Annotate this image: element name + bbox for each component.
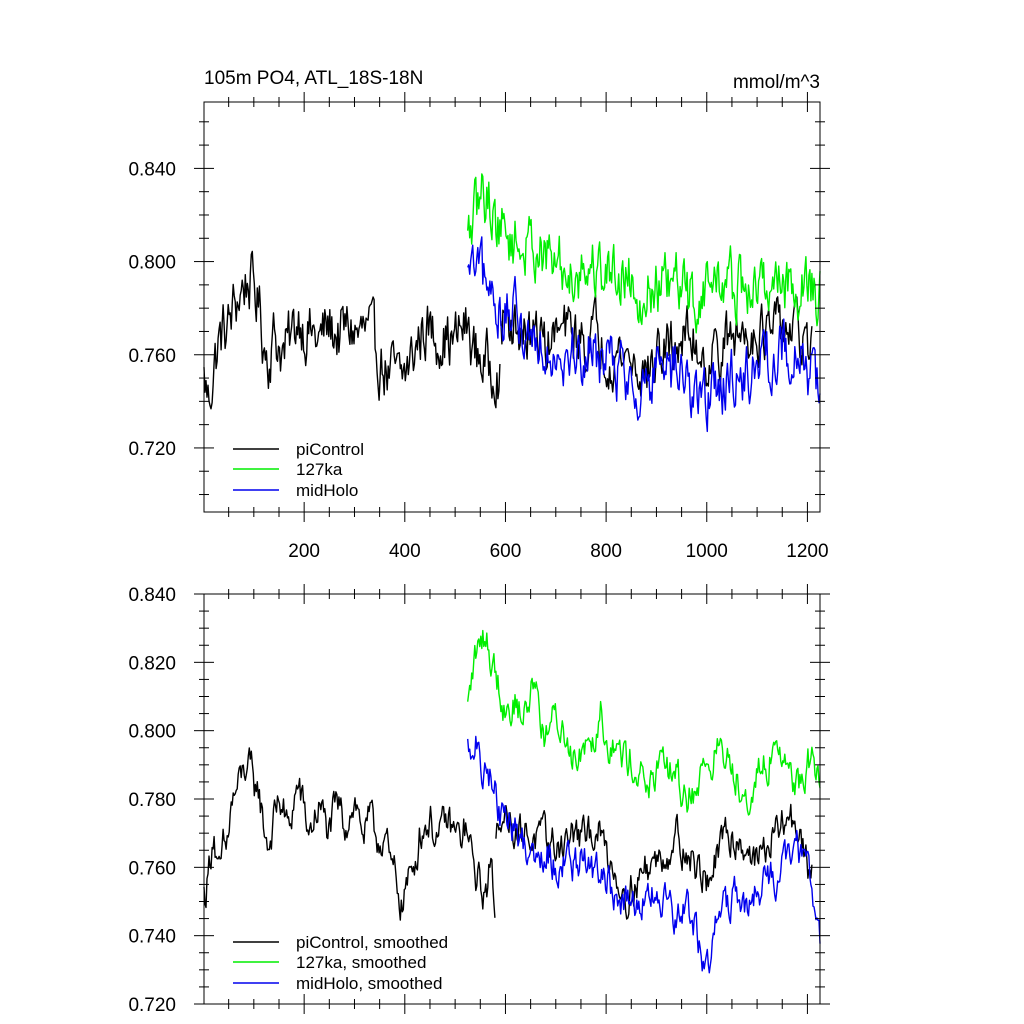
bottom-y-tick-label: 0.820 <box>128 653 176 674</box>
bottom-series-line-midholo <box>467 735 821 974</box>
bottom-legend-label-midholo: midHolo, smoothed <box>296 974 442 993</box>
top-legend-label-midholo: midHolo <box>296 481 358 500</box>
bottom-panel: 0.720 0.740 0.760 0.780 0.800 0.820 0.840 piCo… <box>128 584 830 1016</box>
top-legend: piControl 127ka midHolo <box>233 440 364 500</box>
top-y-tick-label: 0.760 <box>128 346 176 367</box>
bottom-legend-label-picontrol: piControl, smoothed <box>296 933 448 952</box>
bottom-y-tick-label: 0.740 <box>128 927 176 948</box>
top-panel-title: 105m PO4, ATL_18S-18N <box>204 68 423 89</box>
top-x-tick-label: 600 <box>490 541 522 562</box>
bottom-plot-frame <box>203 593 821 1005</box>
bottom-legend: piControl, smoothed 127ka, smoothed midH… <box>233 933 448 993</box>
top-x-tick-label: 1000 <box>686 541 728 562</box>
bottom-y-tick-label: 0.720 <box>128 995 176 1016</box>
top-series-group <box>203 173 821 433</box>
top-plot-frame <box>203 101 821 513</box>
bottom-ticks-group: 0.720 0.740 0.760 0.780 0.800 0.820 0.840 <box>128 584 830 1016</box>
bottom-legend-label-127ka: 127ka, smoothed <box>296 953 426 972</box>
top-series-line-picontrol <box>203 250 501 410</box>
top-x-tick-label: 400 <box>389 541 421 562</box>
bottom-y-tick-label: 0.780 <box>128 790 176 811</box>
bottom-y-tick-label: 0.760 <box>128 858 176 879</box>
top-x-tick-label: 800 <box>590 541 622 562</box>
bottom-series-line-127ka <box>467 629 821 816</box>
top-series-line-127ka <box>467 173 821 334</box>
top-ticks-group: 200 400 600 800 1000 1200 0.720 0.760 0.800 0.840 <box>128 92 830 562</box>
top-y-tick-label: 0.800 <box>128 253 176 274</box>
top-x-tick-label: 200 <box>288 541 320 562</box>
top-panel: 105m PO4, ATL_18S-18N mmol/m^3 200 400 600… <box>128 68 830 562</box>
top-legend-label-picontrol: piControl <box>296 440 364 459</box>
top-x-tick-label: 1200 <box>786 541 828 562</box>
top-y-tick-label: 0.840 <box>128 159 176 180</box>
top-legend-label-127ka: 127ka <box>296 460 343 479</box>
bottom-y-tick-label: 0.840 <box>128 585 176 606</box>
bottom-y-tick-label: 0.800 <box>128 722 176 743</box>
bottom-series-line-picontrol <box>203 747 496 921</box>
top-series-line-midholo <box>467 236 821 433</box>
top-panel-units: mmol/m^3 <box>733 72 820 93</box>
bottom-series-group <box>203 629 821 974</box>
top-y-tick-label: 0.720 <box>128 439 176 460</box>
